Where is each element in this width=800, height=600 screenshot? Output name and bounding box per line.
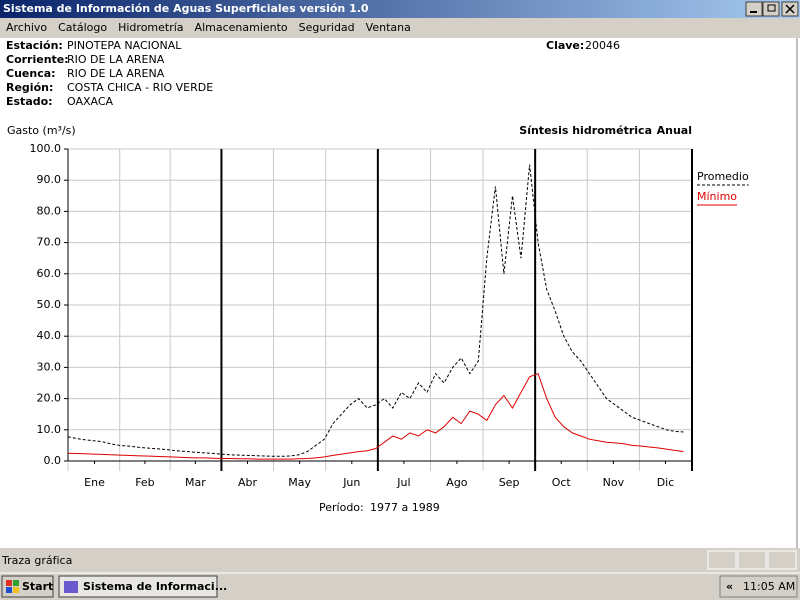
x-tick-label: Sep xyxy=(499,476,520,489)
x-tick-label: Feb xyxy=(135,476,154,489)
y-tick-label: 10.0 xyxy=(37,423,62,436)
clave-label: Clave: xyxy=(546,39,584,52)
tray xyxy=(719,575,798,598)
period-label: Período: xyxy=(319,501,364,514)
y-tick-label: 100.0 xyxy=(30,142,62,155)
menu-item[interactable]: Almacenamiento xyxy=(195,21,288,34)
x-tick-label: Jun xyxy=(342,476,360,489)
tray-chevron[interactable]: « xyxy=(726,580,733,593)
x-tick-label: Jul xyxy=(396,476,410,489)
menu-item[interactable]: Seguridad xyxy=(299,21,355,34)
start-label[interactable]: Start xyxy=(22,580,53,593)
task-label[interactable]: Sistema de Informaci... xyxy=(83,580,227,593)
field-label: Cuenca: xyxy=(6,67,56,80)
x-tick-label: Dic xyxy=(657,476,675,489)
close-icon xyxy=(785,4,795,14)
restore-icon xyxy=(767,4,776,12)
x-tick-label: Ene xyxy=(84,476,105,489)
start-button[interactable]: Start xyxy=(1,575,54,598)
x-tick-label: Oct xyxy=(552,476,572,489)
field-value: OAXACA xyxy=(67,95,114,108)
status-text: Traza gráfica xyxy=(1,554,72,567)
status-panel xyxy=(767,550,797,570)
x-tick-label: Nov xyxy=(603,476,625,489)
title-bar xyxy=(0,0,800,18)
x-tick-label: May xyxy=(288,476,311,489)
y-tick-label: 90.0 xyxy=(37,173,62,186)
series-line xyxy=(67,164,684,457)
field-value: COSTA CHICA - RIO VERDE xyxy=(67,81,213,94)
x-tick-label: Ago xyxy=(446,476,468,489)
y-tick-label: 20.0 xyxy=(37,392,62,405)
content-area xyxy=(0,38,800,548)
y-tick-label: 40.0 xyxy=(37,329,62,342)
clave-value: 20046 xyxy=(585,39,620,52)
chart-title: Síntesis hidrométrica xyxy=(519,124,652,137)
series-line xyxy=(67,372,684,460)
task-icon xyxy=(64,581,78,593)
y-tick-label: 70.0 xyxy=(37,236,62,249)
status-bar xyxy=(0,548,800,572)
clock: 11:05 AM xyxy=(743,580,795,593)
y-axis-label: Gasto (m³/s) xyxy=(7,124,76,137)
legend-label[interactable]: Mínimo xyxy=(697,190,737,203)
x-tick-label: Mar xyxy=(185,476,206,489)
menu-item[interactable]: Hidrometría xyxy=(118,21,183,34)
logo-green xyxy=(13,580,19,586)
period-value: 1977 a 1989 xyxy=(370,501,440,514)
menu-bar xyxy=(0,18,800,38)
logo-blue xyxy=(6,587,12,593)
menu-item[interactable]: Archivo xyxy=(6,21,47,34)
restore-button[interactable] xyxy=(762,1,780,17)
field-value: RIO DE LA ARENA xyxy=(67,67,165,80)
field-value: PINOTEPA NACIONAL xyxy=(67,39,182,52)
y-tick-label: 30.0 xyxy=(37,360,62,373)
minimize-button[interactable] xyxy=(745,1,763,17)
status-panel xyxy=(737,550,767,570)
legend-label[interactable]: Promedio xyxy=(697,170,749,183)
field-label: Estación: xyxy=(6,39,63,52)
logo-red xyxy=(6,580,12,586)
window-title: Sistema de Información de Aguas Superfic… xyxy=(3,2,369,15)
status-panel xyxy=(707,550,737,570)
y-tick-label: 0.0 xyxy=(44,454,62,467)
menu-item[interactable]: Ventana xyxy=(366,21,411,34)
x-tick-label: Abr xyxy=(238,476,258,489)
chart-subtitle: Anual xyxy=(657,124,692,137)
field-label: Estado: xyxy=(6,95,53,108)
menu-item[interactable]: Catálogo xyxy=(58,21,107,34)
field-value: RIO DE LA ARENA xyxy=(67,53,165,66)
y-tick-label: 60.0 xyxy=(37,267,62,280)
window-controls[interactable] xyxy=(745,1,799,17)
field-label: Corriente: xyxy=(6,53,69,66)
logo-yellow xyxy=(13,587,19,593)
y-tick-label: 50.0 xyxy=(37,298,62,311)
y-tick-label: 80.0 xyxy=(37,204,62,217)
task-button[interactable]: Sistema de Informaci... xyxy=(58,575,227,598)
field-label: Región: xyxy=(6,81,53,94)
task-button-frame[interactable] xyxy=(58,575,218,598)
